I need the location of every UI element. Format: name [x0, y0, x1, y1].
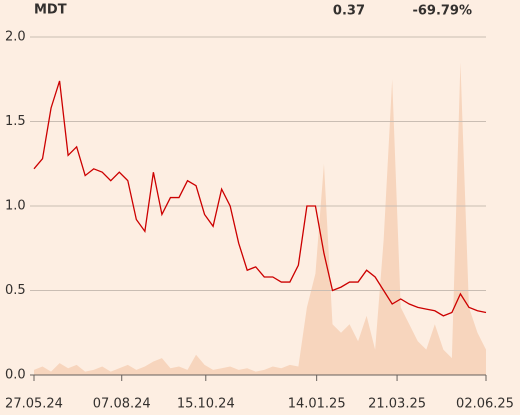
y-tick-label: 2.0 [5, 30, 26, 45]
y-tick-label: 0.5 [5, 283, 26, 298]
chart-title: MDT [34, 3, 67, 18]
x-tick-label: 07.08.24 [93, 397, 151, 412]
x-tick-label: 14.01.25 [288, 397, 346, 412]
change: -69.79% [412, 4, 472, 19]
y-tick-label: 1.5 [5, 114, 26, 129]
last-value: 0.37 [333, 4, 365, 19]
x-tick-label: 27.05.24 [5, 397, 63, 412]
price-line [33, 80, 487, 317]
x-tick-label: 15.10.24 [177, 397, 235, 412]
x-tick-label: 02.06.25 [456, 397, 514, 412]
y-tick-label: 1.0 [5, 199, 26, 214]
y-tick-label: 0.0 [5, 368, 26, 383]
x-tick-label: 21.03.25 [368, 397, 426, 412]
volume-area [34, 62, 486, 375]
